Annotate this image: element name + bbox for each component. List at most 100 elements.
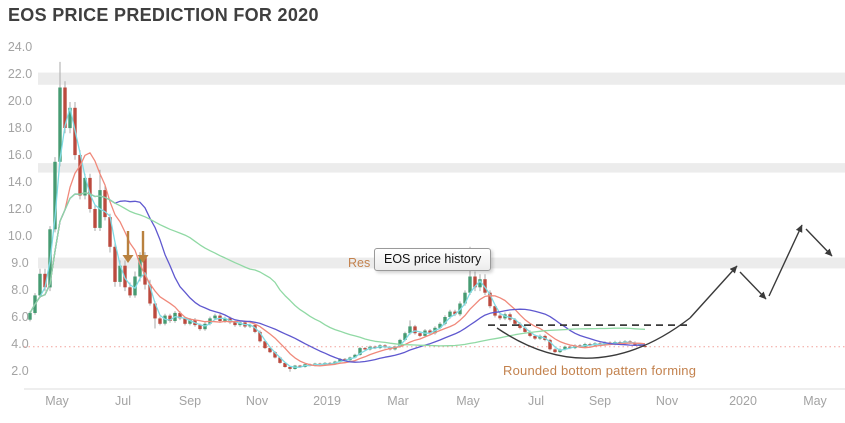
sell-arrow-head [137,255,149,263]
y-tick-label: 12.0 [8,202,32,216]
ma-long-line [29,192,646,347]
candle-up [398,339,402,347]
candle-down [373,346,377,349]
candle-down [488,292,492,307]
candle-down [153,303,157,319]
x-tick-label: 2020 [729,394,757,408]
y-tick-label: 24.0 [8,40,32,54]
moving-averages-layer [29,107,646,368]
candle-down [263,341,267,349]
candle-down [453,311,457,315]
candle-up [448,311,452,317]
tooltip-text: EOS price history [384,252,482,266]
candle-down [268,348,272,353]
candle-down [43,273,47,288]
candle-up [353,354,357,358]
y-tick-label: 10.0 [8,229,32,243]
resistance-label: Res [348,256,371,270]
candle-up [443,317,447,324]
candle-down [548,339,552,350]
x-tick-label: May [456,394,480,408]
candle-down [278,357,282,363]
candle-down [178,312,182,319]
x-tick-label: Jul [528,394,544,408]
x-tick-label: 2019 [313,394,341,408]
candle-up [68,107,72,129]
y-tick-label: 18.0 [8,121,32,135]
candle-down [528,331,532,336]
y-tick-label: 9.0 [11,256,28,270]
candle-up [408,326,412,334]
y-tick-label: 16.0 [8,148,32,162]
candle-up [463,292,467,304]
ma-fast-line [29,107,646,368]
x-tick-label: Nov [246,394,269,408]
candle-down [148,284,152,304]
candle-down [288,366,292,369]
resistance-band [38,72,845,85]
candle-down [473,276,477,288]
candle-down [483,279,487,293]
candle-down [258,331,262,342]
candle-down [493,306,497,316]
candle-up [478,279,482,288]
candle-up [58,87,62,162]
candle-down [568,346,572,349]
candle-down [158,318,162,324]
candle-up [83,177,87,196]
prediction-arrow [739,271,767,300]
candle-up [358,348,362,355]
x-tick-label: Nov [656,394,679,408]
rounded-bottom-curve [496,317,691,359]
candle-down [108,217,112,247]
candle-up [248,325,252,327]
candle-down [233,322,237,326]
y-tick-label: 2.0 [11,364,28,378]
candle-up [563,346,567,350]
candle-down [533,335,537,339]
candle-down [103,190,107,218]
candle-down [588,344,592,346]
axes-layer: 24.0 22.0 20.0 18.0 16.0 14.0 12.0 10.0 9.0 8.0 6.… [8,40,845,408]
candle-down [128,287,132,296]
prediction-arrow [805,228,833,257]
candle-up [338,358,342,362]
candle-down [78,155,82,196]
candle-down [183,318,187,324]
candle-up [118,265,122,282]
candle-down [413,326,417,334]
candle-down [418,333,422,336]
candle-down [273,352,277,358]
prediction-arrow [689,265,738,319]
x-tick-label: Jul [115,394,131,408]
x-tick-label: Mar [387,394,409,408]
y-tick-label: 14.0 [8,175,32,189]
candle-up [138,257,142,277]
annotations-layer [122,224,833,359]
resistance-band [38,163,845,173]
page-title: EOS PRICE PREDICTION FOR 2020 [8,5,319,25]
y-tick-label: 20.0 [8,94,32,108]
candle-down [553,349,557,353]
candle-down [428,330,432,334]
x-tick-label: May [803,394,827,408]
y-tick-label: 4.0 [11,337,28,351]
candle-up [223,318,227,322]
candle-down [523,327,527,332]
candle-down [168,315,172,321]
candle-up [403,333,407,340]
candle-up [468,276,472,293]
rounded-bottom-label: Rounded bottom pattern forming [503,363,697,378]
candle-up [213,315,217,319]
sell-arrow-head [122,255,134,263]
y-tick-label: 6.0 [11,310,28,324]
candle-up [438,323,442,328]
candle-down [63,87,67,128]
candle-down [298,365,302,367]
ma-medium-line [29,152,646,367]
tooltip: EOS price history [374,248,492,271]
prediction-arrow [768,224,803,297]
candle-down [198,325,202,330]
